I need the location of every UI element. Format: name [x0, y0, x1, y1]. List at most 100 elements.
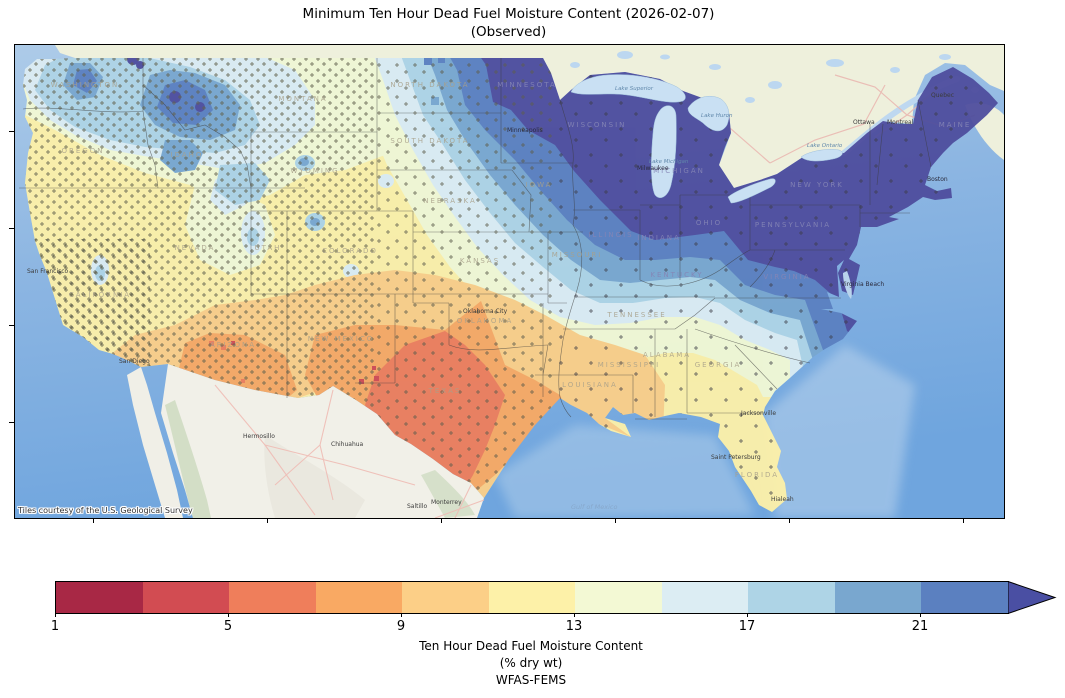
y-axis-tick: [9, 422, 14, 423]
colorbar-segment-19-21: [834, 582, 922, 613]
state-label: MAINE: [939, 121, 972, 129]
colorbar-tick-label: 13: [565, 619, 583, 634]
city-label: Quebec: [931, 92, 954, 99]
colorbar-segment-3-5: [142, 582, 230, 613]
state-label: NEVADA: [175, 244, 216, 252]
state-label: VIRGINIA: [763, 273, 810, 281]
lake-labels: Lake Superior Lake Michigan Lake Huron L…: [571, 86, 843, 511]
colorbar-tick: [747, 613, 748, 617]
state-label: KANSAS: [460, 257, 500, 265]
colorbar-segment-13-15: [575, 582, 662, 613]
city-label: Montreal: [887, 119, 914, 126]
map-attribution: Tiles courtesy of the U.S. Geological Su…: [18, 506, 193, 515]
x-axis-tick: [267, 518, 268, 523]
state-label: SOUTH DAKOTA: [390, 137, 469, 145]
colorbar-tick: [55, 613, 56, 617]
x-axis-tick: [963, 518, 964, 523]
city-label: Ottawa: [853, 119, 875, 126]
city-label: Milwaukee: [637, 165, 669, 172]
state-label: ALABAMA: [643, 351, 691, 359]
city-label: Chihuahua: [331, 441, 364, 448]
state-label: ARIZONA: [210, 341, 256, 349]
city-label: Oklahoma City: [463, 308, 508, 315]
state-label: IOWA: [526, 181, 553, 189]
x-axis-tick: [93, 518, 94, 523]
colorbar: [55, 581, 1009, 614]
state-label: OHIO: [696, 219, 722, 227]
state-label: KENTUCKY: [650, 271, 703, 279]
colorbar-tick-label: 5: [223, 619, 233, 634]
colorbar-tick: [228, 613, 229, 617]
state-label: NORTH DAKOTA: [390, 81, 469, 89]
y-axis-tick: [9, 131, 14, 132]
state-label: INDIANA: [637, 234, 681, 242]
state-label: COLORADO: [322, 247, 378, 255]
title-line2: (Observed): [470, 24, 547, 40]
state-label: WASHINGTON: [51, 81, 120, 89]
city-label: Hialeah: [771, 496, 794, 503]
state-label: IDAHO: [171, 151, 204, 159]
state-label: NEW MEXICO: [308, 335, 375, 343]
colorbar-label-line2: (% dry wt): [499, 656, 563, 670]
state-label: FLORIDA: [735, 471, 779, 479]
colorbar-segment-1-3: [56, 582, 143, 613]
colorbar-label-line1: Ten Hour Dead Fuel Moisture Content: [419, 639, 643, 653]
colorbar-label-line3: WFAS-FEMS: [495, 673, 567, 687]
state-label: MISSOURI: [552, 251, 603, 259]
city-label: Virginia Beach: [841, 281, 884, 288]
city-labels: San Francisco San Diego Hermosillo Chihu…: [27, 92, 954, 510]
colorbar-extend-arrow: [1008, 581, 1057, 614]
colorbar-segment-9-11: [402, 582, 489, 613]
state-label: MONTANA: [278, 95, 327, 103]
colorbar-segment-5-7: [229, 582, 316, 613]
y-axis-tick: [9, 228, 14, 229]
y-axis-tick: [9, 325, 14, 326]
map-svg: Lake Superior Lake Michigan Lake Huron L…: [15, 45, 1004, 518]
colorbar-tick-label: 9: [396, 619, 406, 634]
mexico-landmass: [127, 364, 485, 518]
state-label: TENNESSEE: [606, 311, 666, 319]
x-axis-tick: [441, 518, 442, 523]
figure-title: Minimum Ten Hour Dead Fuel Moisture Cont…: [14, 5, 1003, 41]
colorbar-tick-label: 1: [50, 619, 60, 634]
city-label: Boston: [927, 176, 948, 183]
lake-label: Lake Huron: [701, 113, 733, 119]
colorbar-segment-17-19: [748, 582, 835, 613]
ocean-label: Gulf of Mexico: [571, 503, 617, 511]
x-axis-tick: [789, 518, 790, 523]
city-label: Minneapolis: [507, 127, 543, 134]
state-label: MINNESOTA: [497, 81, 556, 89]
state-label: OREGON: [62, 147, 105, 155]
colorbar-tick: [574, 613, 575, 617]
colorbar-tick-label: 17: [738, 619, 756, 634]
state-label: NEBRASKA: [423, 197, 477, 205]
state-label: MICHIGAN: [653, 167, 705, 175]
lake-label: Lake Superior: [615, 86, 654, 92]
colorbar-tick: [920, 613, 921, 617]
state-label: GEORGIA: [695, 361, 742, 369]
map-canvas: Lake Superior Lake Michigan Lake Huron L…: [14, 44, 1005, 519]
state-label: WISCONSIN: [568, 121, 627, 129]
state-label: MISSISSIPPI: [598, 361, 661, 369]
atlantic-shelf: [763, 345, 915, 518]
great-lakes: [570, 74, 852, 299]
state-label: UTAH: [255, 244, 282, 252]
colorbar-segment-11-13: [488, 582, 576, 613]
lake-label: Lake Michigan: [649, 159, 689, 165]
city-label: Saltillo: [407, 503, 428, 510]
state-label: LOUISIANA: [562, 381, 618, 389]
lake-label: Lake Ontario: [807, 143, 843, 149]
colorbar-segment-15-17: [661, 582, 749, 613]
x-axis-tick: [615, 518, 616, 523]
city-label: Hermosillo: [243, 433, 275, 440]
gulf-shelf: [495, 425, 755, 518]
state-label: OKLAHOMA: [457, 317, 514, 325]
city-label: Jacksonville: [740, 410, 776, 417]
colorbar-tick: [401, 613, 402, 617]
state-labels: WASHINGTON OREGON CALIFORNIA NEVADA IDAH…: [51, 81, 972, 479]
colorbar-tick-label: 21: [911, 619, 929, 634]
state-label: CALIFORNIA: [69, 291, 131, 299]
colorbar-axis-label: Ten Hour Dead Fuel Moisture Content (% d…: [55, 638, 1007, 689]
colorbar-segment-7-9: [315, 582, 403, 613]
